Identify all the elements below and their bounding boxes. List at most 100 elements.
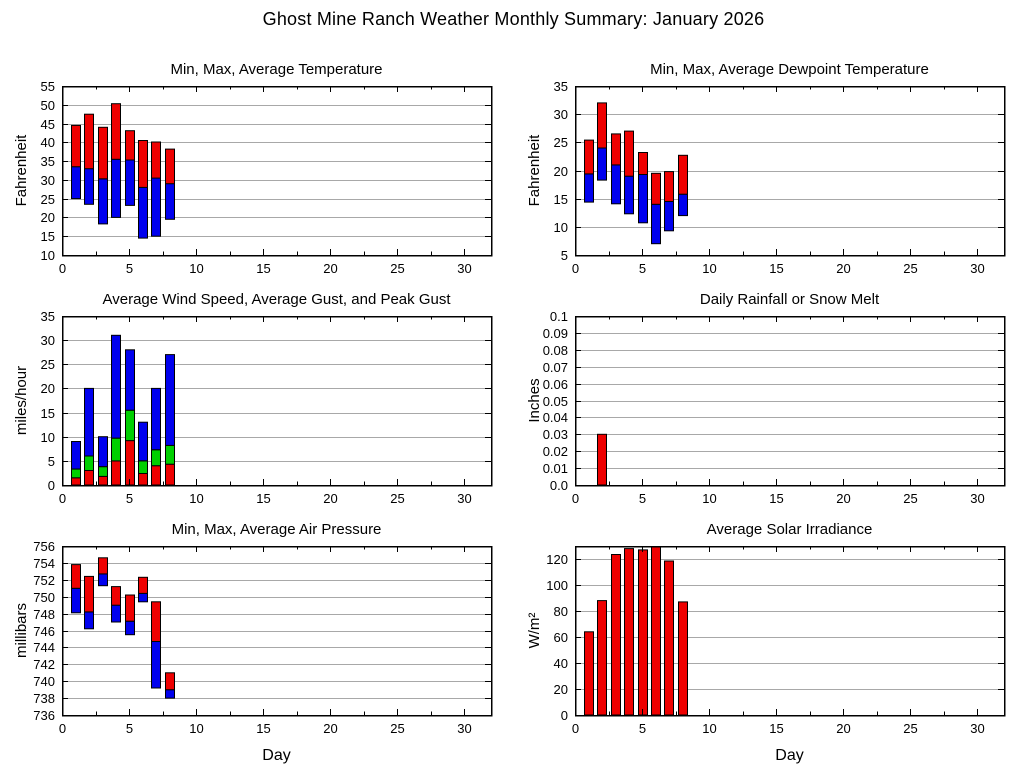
bar-segment-red	[98, 475, 108, 486]
x-tick-label: 15	[256, 721, 270, 736]
bar-segment-red	[125, 594, 135, 622]
x-tick-label: 0	[572, 721, 579, 736]
x-tick-label: 30	[970, 721, 984, 736]
bar-segment-red	[624, 548, 634, 716]
bar-segment-red	[151, 601, 161, 643]
x-tick-label: 15	[769, 261, 783, 276]
y-axis-label: miles/hour	[13, 366, 30, 435]
bar-segment-green	[84, 455, 94, 471]
chart-title: Min, Max, Average Air Pressure	[172, 521, 382, 538]
x-tick-label: 30	[457, 721, 471, 736]
x-tick-label: 5	[639, 491, 646, 505]
bar-segment-green	[98, 466, 108, 477]
bar-segment-red	[151, 465, 161, 486]
bar-segment-green	[71, 468, 81, 479]
y-tick-label: 10	[554, 220, 568, 235]
bar-segment-blue	[151, 387, 161, 451]
x-tick-label: 20	[836, 261, 850, 276]
x-tick-label: 20	[836, 491, 850, 505]
bar-segment-red	[138, 472, 148, 486]
x-tick-label: 30	[457, 491, 471, 505]
bar-segment-blue	[111, 158, 121, 218]
y-tick-label: 25	[41, 192, 55, 207]
bar-segment-red	[71, 477, 81, 486]
bar-segment-red	[71, 124, 81, 168]
chart-title: Daily Rainfall or Snow Melt	[700, 291, 880, 308]
y-tick-label: 748	[33, 607, 55, 622]
y-tick-label: 0.1	[550, 309, 568, 324]
bar-segment-red	[151, 141, 161, 179]
x-tick-label: 5	[126, 261, 133, 276]
plot-frame	[61, 85, 493, 257]
bar-segment-red	[584, 631, 594, 716]
plot-frame	[574, 545, 1006, 717]
bar-segment-red	[71, 564, 81, 589]
bar-segment-red	[597, 600, 607, 716]
bar-segment-red	[611, 133, 621, 166]
y-tick-label: 10	[41, 248, 55, 263]
y-tick-label: 0.05	[543, 394, 568, 409]
bar-segment-green	[151, 449, 161, 467]
x-tick-label: 15	[769, 721, 783, 736]
bar-segment-red	[165, 463, 175, 486]
bar-segment-blue	[165, 183, 175, 220]
bar-segment-red	[138, 576, 148, 594]
x-tick-label: 30	[970, 491, 984, 505]
y-tick-label: 0.08	[543, 343, 568, 358]
y-tick-label: 15	[554, 192, 568, 207]
x-tick-label: 10	[189, 261, 203, 276]
x-tick-label: 25	[903, 721, 917, 736]
y-tick-label: 25	[554, 135, 568, 150]
y-axis-label: millibars	[13, 603, 30, 658]
x-tick-label: 15	[256, 491, 270, 505]
x-tick-label: 0	[572, 491, 579, 505]
bar-segment-red	[165, 672, 175, 691]
chart-title: Average Wind Speed, Average Gust, and Pe…	[103, 291, 452, 308]
y-tick-label: 50	[41, 98, 55, 113]
temperature-chart: 0 5 10 15 20 25 30 10 15 20 25 30 35 40 45 50 55 Min, Max…	[13, 61, 493, 276]
bar-segment-blue	[111, 604, 121, 623]
y-tick-label: 60	[554, 630, 568, 645]
y-tick-label: 0.04	[543, 410, 568, 425]
bar-segment-red	[84, 575, 94, 613]
x-axis-label: Day	[775, 747, 803, 764]
bar-segment-red	[125, 130, 135, 161]
bar-segment-blue	[138, 592, 148, 603]
y-tick-label: 5	[48, 454, 55, 469]
x-tick-label: 25	[390, 261, 404, 276]
bar-segment-blue	[678, 193, 688, 217]
x-tick-label: 10	[702, 721, 716, 736]
x-tick-label: 25	[390, 491, 404, 505]
bar-segment-blue	[664, 201, 674, 232]
x-tick-label: 0	[59, 491, 66, 505]
x-tick-label: 25	[903, 261, 917, 276]
bar-segment-blue	[84, 168, 94, 205]
bar-segment-red	[664, 171, 674, 203]
bar-segment-blue	[638, 173, 648, 224]
bar-segment-red	[584, 139, 594, 175]
x-tick-label: 15	[256, 261, 270, 276]
bar-segment-blue	[165, 354, 175, 446]
x-tick-label: 20	[323, 261, 337, 276]
bar-segment-blue	[98, 436, 108, 468]
bar-segment-green	[111, 437, 121, 462]
bar-segment-red	[651, 546, 661, 716]
y-tick-label: 30	[41, 173, 55, 188]
y-tick-label: 20	[41, 210, 55, 225]
bar-segment-blue	[125, 620, 135, 636]
x-tick-label: 10	[189, 721, 203, 736]
y-tick-label: 0.02	[543, 444, 568, 459]
y-tick-label: 10	[41, 430, 55, 445]
y-tick-label: 5	[561, 248, 568, 263]
y-axis-label: Fahrenheit	[13, 134, 30, 207]
y-tick-label: 750	[33, 590, 55, 605]
y-tick-label: 25	[41, 357, 55, 372]
x-tick-label: 0	[59, 721, 66, 736]
y-tick-label: 742	[33, 657, 55, 672]
bar-segment-blue	[71, 166, 81, 200]
x-tick-label: 20	[323, 721, 337, 736]
x-tick-label: 10	[702, 491, 716, 505]
bar-segment-blue	[151, 177, 161, 237]
